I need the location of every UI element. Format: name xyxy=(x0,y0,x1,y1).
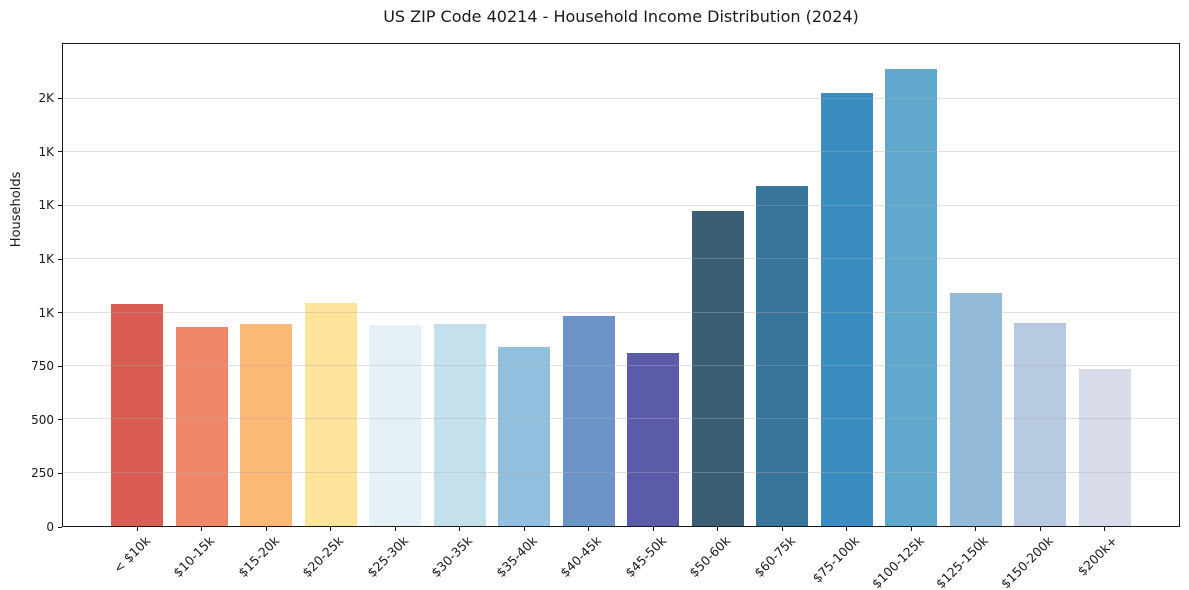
bar-< $10k xyxy=(111,304,164,526)
bar-$60-75k xyxy=(756,186,809,526)
y-tick-label: 750 xyxy=(31,359,54,374)
x-tick-mark xyxy=(136,527,138,531)
bars-layer xyxy=(63,44,1179,526)
x-tick-mark xyxy=(201,527,203,531)
bar-$75-100k xyxy=(820,93,873,526)
x-tick-label: $75-100k xyxy=(809,533,863,586)
x-tick-mark xyxy=(265,527,267,531)
bar-slot xyxy=(428,44,493,526)
x-tick-label: $50-60k xyxy=(686,533,734,581)
x-tick-label: $60-75k xyxy=(750,533,798,581)
x-tick-mark xyxy=(717,527,719,531)
x-tick-mark xyxy=(975,527,977,531)
y-tick-label: 2K xyxy=(38,91,54,106)
bar-slot xyxy=(234,44,299,526)
bar-slot xyxy=(170,44,235,526)
x-tick-mark xyxy=(846,527,848,531)
bar-slot xyxy=(750,44,815,526)
x-tick-label: $150-200k xyxy=(997,533,1056,590)
bar-$20-25k xyxy=(304,303,357,526)
bar-$200k+ xyxy=(1078,368,1131,526)
x-tick-mark xyxy=(588,527,590,531)
x-tick-mark xyxy=(1104,527,1106,531)
x-tick-mark xyxy=(652,527,654,531)
bar-$30-35k xyxy=(433,323,486,526)
x-tick-label: $35-40k xyxy=(492,533,540,581)
bar-$125-150k xyxy=(949,292,1002,526)
plot-area xyxy=(62,43,1180,527)
bar-$10-15k xyxy=(175,327,228,526)
bar-$50-60k xyxy=(691,210,744,526)
bar-slot xyxy=(1073,44,1138,526)
y-tick-label: 0 xyxy=(46,520,54,534)
x-tick-label: $15-20k xyxy=(234,533,282,581)
bar-slot xyxy=(686,44,751,526)
x-tick-label: $125-150k xyxy=(933,533,992,590)
x-tick-mark xyxy=(523,527,525,531)
y-tick-label: 1K xyxy=(38,305,54,320)
bar-slot xyxy=(1008,44,1073,526)
x-tick-label: $45-50k xyxy=(621,533,669,581)
bar-slot xyxy=(492,44,557,526)
x-tick-label: $40-45k xyxy=(557,533,605,581)
y-tick-label: 1K xyxy=(38,198,54,213)
y-tick-label: 500 xyxy=(31,412,54,427)
x-tick-label: $25-30k xyxy=(363,533,411,581)
y-tick-mark xyxy=(58,204,62,206)
x-tick-mark xyxy=(781,527,783,531)
bar-$15-20k xyxy=(240,324,293,526)
y-tick-mark xyxy=(58,258,62,260)
y-tick-mark xyxy=(58,151,62,153)
x-tick-mark xyxy=(459,527,461,531)
y-tick-mark xyxy=(58,419,62,421)
bar-$35-40k xyxy=(498,346,551,526)
x-tick-mark xyxy=(910,527,912,531)
x-tick-label: $200k+ xyxy=(1074,533,1121,579)
bar-slot xyxy=(299,44,364,526)
y-tick-mark xyxy=(58,526,62,528)
x-tick-label: $20-25k xyxy=(299,533,347,581)
y-tick-mark xyxy=(58,97,62,99)
bar-slot xyxy=(815,44,880,526)
bar-$40-45k xyxy=(562,315,615,526)
x-tick-label: $100-125k xyxy=(868,533,927,590)
bar-slot xyxy=(557,44,622,526)
bar-slot xyxy=(621,44,686,526)
x-tick-label: < $10k xyxy=(110,533,153,576)
bar-$45-50k xyxy=(627,353,680,526)
bar-slot xyxy=(944,44,1009,526)
y-tick-label: 250 xyxy=(31,466,54,481)
bar-$100-125k xyxy=(885,68,938,526)
x-tick-mark xyxy=(1039,527,1041,531)
bar-slot xyxy=(363,44,428,526)
x-tick-label: $10-15k xyxy=(170,533,218,581)
chart-title: US ZIP Code 40214 - Household Income Dis… xyxy=(383,7,859,26)
y-tick-mark xyxy=(58,472,62,474)
y-tick-label: 1K xyxy=(38,252,54,267)
bar-$25-30k xyxy=(369,324,422,526)
y-tick-mark xyxy=(58,365,62,367)
x-tick-mark xyxy=(330,527,332,531)
bar-slot xyxy=(879,44,944,526)
bar-$150-200k xyxy=(1014,322,1067,526)
y-tick-mark xyxy=(58,312,62,314)
bar-slot xyxy=(105,44,170,526)
x-tick-label: $30-35k xyxy=(428,533,476,581)
y-tick-label: 1K xyxy=(38,144,54,159)
x-tick-mark xyxy=(394,527,396,531)
